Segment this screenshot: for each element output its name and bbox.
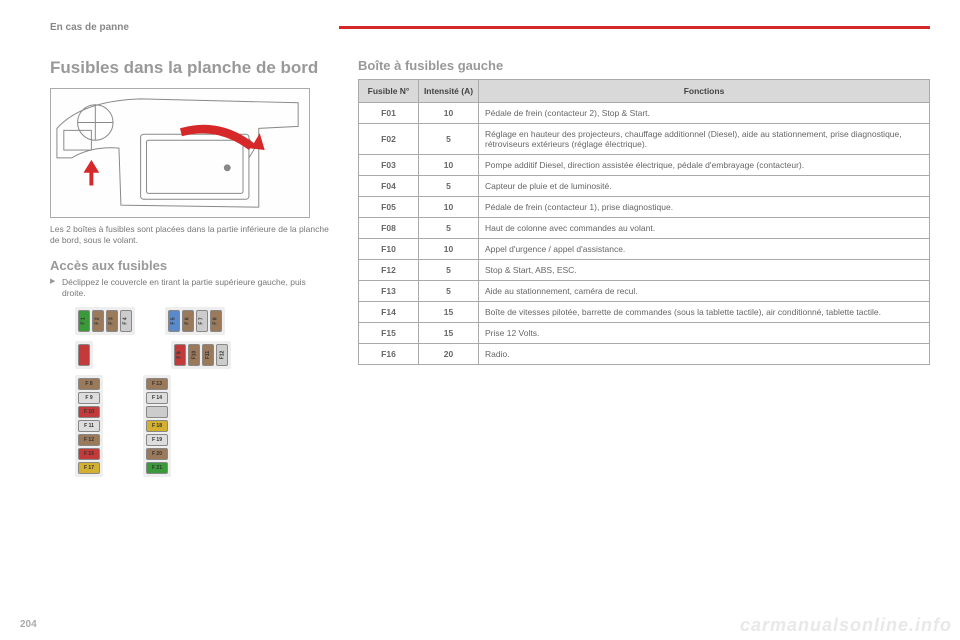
fuse-cell: F 10	[78, 406, 100, 418]
watermark: carmanualsonline.info	[740, 615, 952, 636]
col-intensity: Intensité (A)	[419, 80, 479, 103]
table-row: F045Capteur de pluie et de luminosité.	[359, 176, 930, 197]
fuse-cell: F 9	[174, 344, 186, 366]
fuse-cell: F 14	[146, 392, 168, 404]
fuse-cell: F 1	[78, 310, 90, 332]
dashboard-illustration	[50, 88, 310, 218]
table-row: F025Réglage en hauteur des projecteurs, …	[359, 124, 930, 155]
fuse-cell: F 19	[146, 434, 168, 446]
fuse-cell: F 20	[146, 448, 168, 460]
col-fuse-no: Fusible N°	[359, 80, 419, 103]
page-number: 204	[20, 619, 37, 630]
fuse-cell: F 6	[182, 310, 194, 332]
fuse-cell: F 18	[146, 420, 168, 432]
access-heading: Accès aux fusibles	[50, 258, 330, 273]
fuse-cell: F 7	[196, 310, 208, 332]
fuse-cell: F 9	[78, 392, 100, 404]
fusebox-heading: Boîte à fusibles gauche	[358, 58, 930, 73]
illustration-caption: Les 2 boîtes à fusibles sont placées dan…	[50, 224, 330, 246]
fuse-cell: F12	[216, 344, 228, 366]
table-row: F085Haut de colonne avec commandes au vo…	[359, 218, 930, 239]
table-row: F0110Pédale de frein (contacteur 2), Sto…	[359, 103, 930, 124]
fuse-cell: F 2	[92, 310, 104, 332]
header-bar: En cas de panne	[50, 18, 930, 36]
fuse-cell: F 8	[78, 378, 100, 390]
fuse-cell: F10	[188, 344, 200, 366]
fuse-cell: F 21	[146, 462, 168, 474]
fuse-cell: F 17	[78, 462, 100, 474]
section-label: En cas de panne	[50, 22, 129, 33]
fuse-cell: F 8	[210, 310, 222, 332]
fuse-cell: F11	[202, 344, 214, 366]
table-row: F0310Pompe additif Diesel, direction ass…	[359, 155, 930, 176]
table-row: F1010Appel d'urgence / appel d'assistanc…	[359, 239, 930, 260]
fuse-cell: F 3	[106, 310, 118, 332]
fuse-cell: F 11	[78, 420, 100, 432]
table-row: F1415Boîte de vitesses pilotée, barrette…	[359, 302, 930, 323]
fuse-cell: F 5	[168, 310, 180, 332]
header-rule	[339, 26, 930, 29]
access-step: Déclippez le couvercle en tirant la part…	[50, 277, 330, 299]
fuse-cell	[78, 344, 90, 366]
fuse-cell: F 15	[78, 448, 100, 460]
fuse-cell: F 12	[78, 434, 100, 446]
table-row: F135Aide au stationnement, caméra de rec…	[359, 281, 930, 302]
table-row: F0510Pédale de frein (contacteur 1), pri…	[359, 197, 930, 218]
fuse-layout-diagram: F 1F 2F 3F 4 F 5F 6F 7F 8 F 9F10F11F12 F…	[75, 307, 305, 483]
fuse-cell: F 13	[146, 378, 168, 390]
fuse-cell: F 4	[120, 310, 132, 332]
page-title: Fusibles dans la planche de bord	[50, 58, 330, 78]
fuse-table: Fusible N° Intensité (A) Fonctions F0110…	[358, 79, 930, 365]
fuse-cell	[146, 406, 168, 418]
col-functions: Fonctions	[479, 80, 930, 103]
table-row: F1620Radio.	[359, 344, 930, 365]
table-row: F125Stop & Start, ABS, ESC.	[359, 260, 930, 281]
table-row: F1515Prise 12 Volts.	[359, 323, 930, 344]
